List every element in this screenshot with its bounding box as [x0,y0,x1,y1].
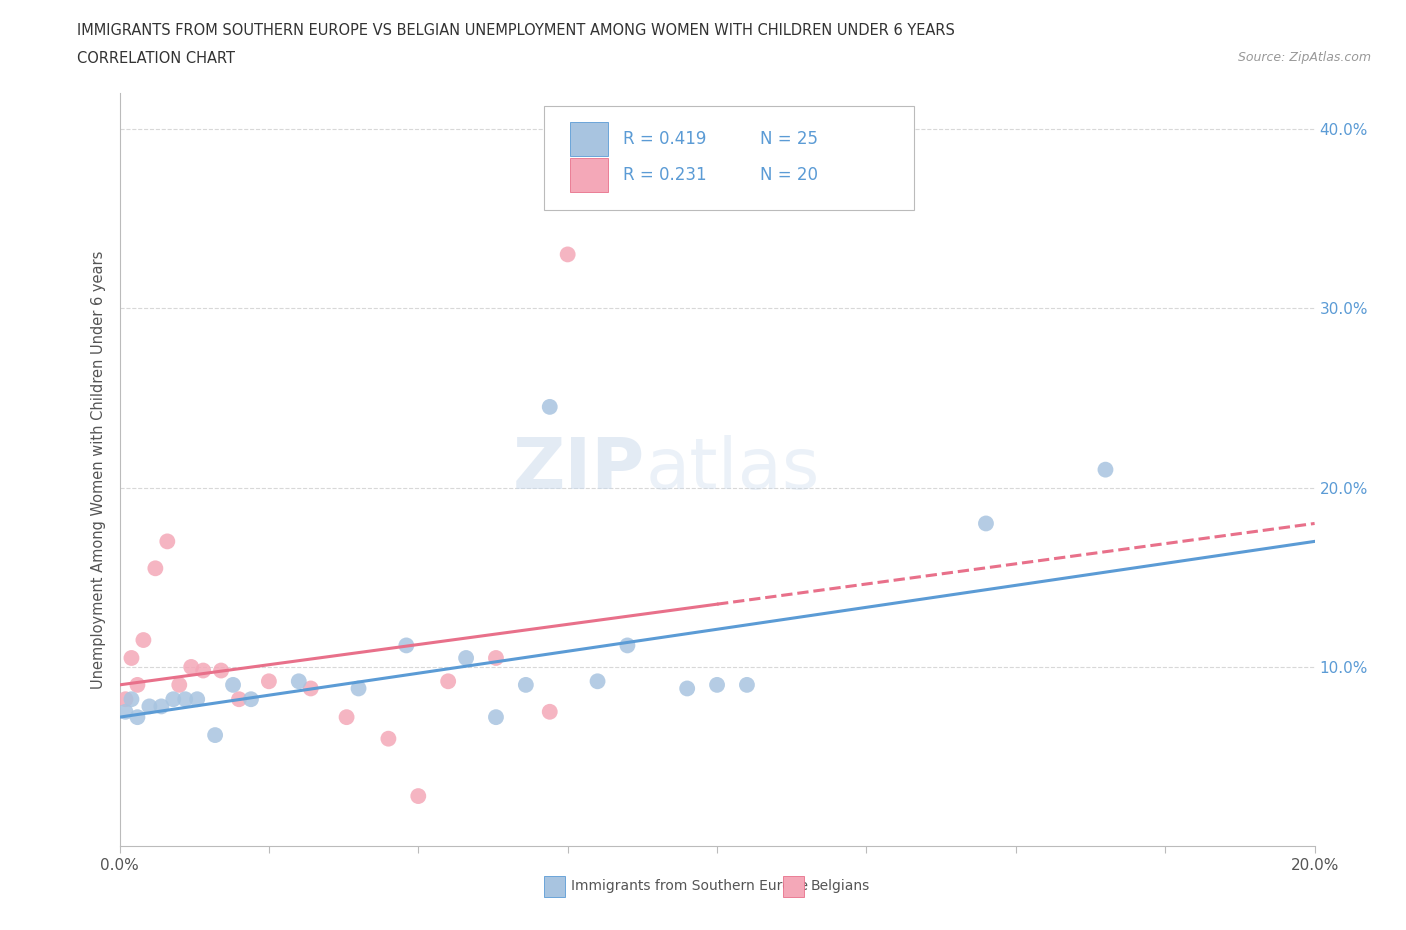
Bar [783,876,804,897]
Point [114,704,136,719]
Point [538,400,561,415]
Point [515,677,537,692]
Point [180,659,202,674]
Text: Source: ZipAtlas.com: Source: ZipAtlas.com [1237,51,1371,64]
Bar [569,158,609,192]
Point [121,651,143,666]
Text: R = 0.231: R = 0.231 [623,166,706,184]
Point [121,692,143,707]
Bar [544,876,565,897]
Point [228,692,250,707]
Point [222,677,245,692]
Point [174,692,197,707]
Point [132,632,155,647]
Point [676,681,699,696]
Text: N = 25: N = 25 [761,130,818,148]
Point [299,681,322,696]
Bar [569,122,609,155]
Point [706,677,728,692]
Text: CORRELATION CHART: CORRELATION CHART [77,51,235,66]
Point [169,677,191,692]
Point [156,534,179,549]
Point [735,677,758,692]
Point [395,638,418,653]
Point [150,699,173,714]
Point [257,674,280,689]
Text: R = 0.419: R = 0.419 [623,130,706,148]
Point [127,710,149,724]
Y-axis label: Unemployment Among Women with Children Under 6 years: Unemployment Among Women with Children U… [91,250,107,689]
Point [616,638,638,653]
Text: IMMIGRANTS FROM SOUTHERN EUROPE VS BELGIAN UNEMPLOYMENT AMONG WOMEN WITH CHILDRE: IMMIGRANTS FROM SOUTHERN EUROPE VS BELGI… [77,23,955,38]
Point [191,663,215,678]
Point [209,663,232,678]
Point [974,516,997,531]
Point [138,699,160,714]
Point [162,692,184,707]
Point [538,704,561,719]
Text: ZIP: ZIP [513,435,645,504]
Point [377,731,399,746]
Point [127,677,149,692]
Point [145,561,166,576]
Text: Immigrants from Southern Europe: Immigrants from Southern Europe [571,879,808,893]
Point [114,692,136,707]
Point [288,674,311,689]
Point [586,674,609,689]
Point [1094,462,1116,477]
Point [485,651,508,666]
Point [336,710,357,724]
Point [408,789,430,804]
Point [437,674,460,689]
Point [347,681,370,696]
Point [557,247,579,262]
Point [456,651,478,666]
Point [485,710,508,724]
Text: N = 20: N = 20 [761,166,818,184]
Point [204,727,226,742]
Text: atlas: atlas [645,435,820,504]
FancyBboxPatch shape [544,106,914,210]
Point [239,692,263,707]
Point [186,692,208,707]
Text: Belgians: Belgians [810,879,869,893]
